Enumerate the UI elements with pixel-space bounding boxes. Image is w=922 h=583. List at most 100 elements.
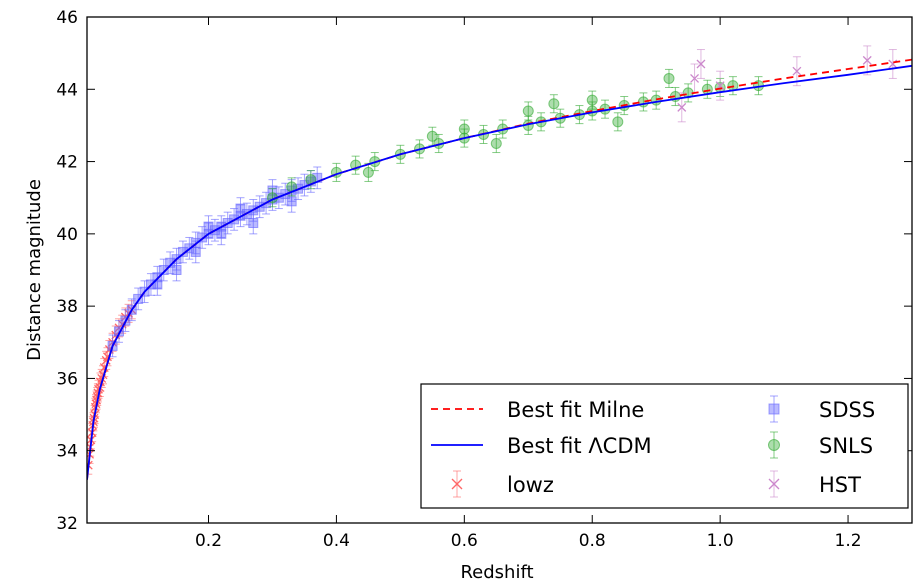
legend-snls-label: SNLS <box>819 434 873 458</box>
y-tick-label: 42 <box>56 153 78 173</box>
x-tick-label: 0.2 <box>195 531 222 551</box>
snls-errorbar <box>601 99 610 119</box>
legend-sdss-marker <box>768 403 780 415</box>
snls-errorbar <box>754 76 763 96</box>
sdss-errorbar <box>159 258 168 282</box>
snls-errorbar <box>524 101 533 121</box>
sdss-point <box>203 221 214 232</box>
sdss-errorbar <box>166 251 175 275</box>
sdss-point <box>235 203 246 214</box>
lowz-point <box>91 399 101 409</box>
snls-errorbar <box>332 162 341 182</box>
snls-point <box>490 138 502 149</box>
hst-point-stroke-b <box>696 59 706 69</box>
series-snls <box>266 68 765 208</box>
snls-point <box>548 98 560 110</box>
legend-sdss: SDSS <box>768 395 875 423</box>
snls-errorbar <box>613 112 622 132</box>
series-lowz <box>87 300 137 475</box>
snls-errorbar <box>287 177 296 197</box>
y-tick-label: 40 <box>56 225 78 245</box>
lowz-point-stroke-b <box>91 399 101 409</box>
snls-errorbar <box>306 170 315 190</box>
legend-hst-label: HST <box>819 473 861 497</box>
snls-point <box>663 72 675 84</box>
legend-lowz-label: lowz <box>507 473 554 497</box>
legend-snls-marker <box>768 439 780 451</box>
legend-snls: SNLS <box>768 431 873 459</box>
snls-errorbar <box>703 79 712 99</box>
hst-point-stroke-b <box>677 102 687 112</box>
lowz-point <box>92 395 102 405</box>
legend-lowz-marker <box>451 478 463 490</box>
hst-point-stroke-b <box>862 55 872 65</box>
y-tick-label: 36 <box>56 369 78 389</box>
snls-errorbar <box>684 83 693 103</box>
y-tick-label: 32 <box>56 514 78 534</box>
snls-errorbar <box>351 155 360 175</box>
legend-hst-marker <box>768 478 780 490</box>
snls-errorbar <box>434 133 443 154</box>
legend-lowz: lowz <box>451 470 554 498</box>
hst-point-stroke-b <box>690 73 700 83</box>
x-tick-label: 1.0 <box>707 531 734 551</box>
legend-sdss-errorbar <box>770 395 778 423</box>
snls-point <box>586 94 598 106</box>
hst-point-stroke-b <box>792 66 802 76</box>
legend-best-fit-milne: Best fit Milne <box>431 398 644 422</box>
x-axis-label: Redshift <box>460 562 533 583</box>
legend-hst: HST <box>768 470 861 498</box>
plot-data <box>87 45 912 480</box>
snls-errorbar <box>639 92 648 112</box>
snls-errorbar <box>664 68 673 88</box>
x-tick-label: 0.6 <box>451 531 478 551</box>
snls-errorbar <box>549 94 558 114</box>
legend-best-fit-milne-label: Best fit Milne <box>507 398 644 422</box>
x-tick-label: 0.4 <box>323 531 350 551</box>
lowz-point <box>90 402 100 412</box>
x-tick-label: 1.2 <box>835 531 862 551</box>
snls-errorbar <box>268 188 277 208</box>
sdss-point <box>248 218 259 229</box>
hst-point <box>690 73 700 83</box>
series-hst <box>677 45 898 123</box>
sdss-errorbar <box>153 273 162 296</box>
sdss-point <box>171 265 182 275</box>
sdss-point <box>177 246 188 257</box>
sdss-point <box>216 228 227 239</box>
axes: 0.2 0.4 0.6 0.8 1.0 1.2 32 34 36 38 40 42 44 46 <box>56 8 913 551</box>
legend-box <box>420 383 909 509</box>
y-tick-label: 46 <box>56 8 78 28</box>
hst-point <box>862 55 872 65</box>
sdss-point <box>165 257 176 268</box>
y-tick-label: 38 <box>56 297 78 317</box>
sdss-errorbar <box>114 320 123 343</box>
sdss-point <box>190 246 201 257</box>
hst-point <box>696 59 706 69</box>
sdss-errorbar <box>134 287 143 311</box>
snls-point <box>522 105 534 117</box>
y-tick-label: 44 <box>56 80 78 100</box>
legend-snls-errorbar <box>770 431 778 459</box>
y-axis-label: Distance magnitude <box>24 179 45 361</box>
snls-errorbar <box>588 90 597 110</box>
hst-point <box>792 66 802 76</box>
sdss-point <box>158 265 169 275</box>
sdss-errorbar <box>300 173 309 197</box>
sdss-point <box>133 293 144 304</box>
y-tick-label: 34 <box>56 442 78 462</box>
snls-point <box>458 123 470 135</box>
lowz-point-stroke-b <box>90 402 100 412</box>
snls-point <box>362 166 374 178</box>
sdss-errorbar <box>178 240 187 264</box>
hst-point <box>677 102 687 112</box>
lowz-point-stroke-b <box>92 395 102 405</box>
snls-point <box>426 130 438 142</box>
snls-errorbar <box>492 133 501 154</box>
snls-point <box>650 94 662 106</box>
sdss-point <box>286 196 297 207</box>
legend-best-fit-cdm: Best fit ΛCDM <box>431 434 652 458</box>
plot-frame <box>86 16 913 524</box>
lcdm-fit-line <box>87 64 912 480</box>
